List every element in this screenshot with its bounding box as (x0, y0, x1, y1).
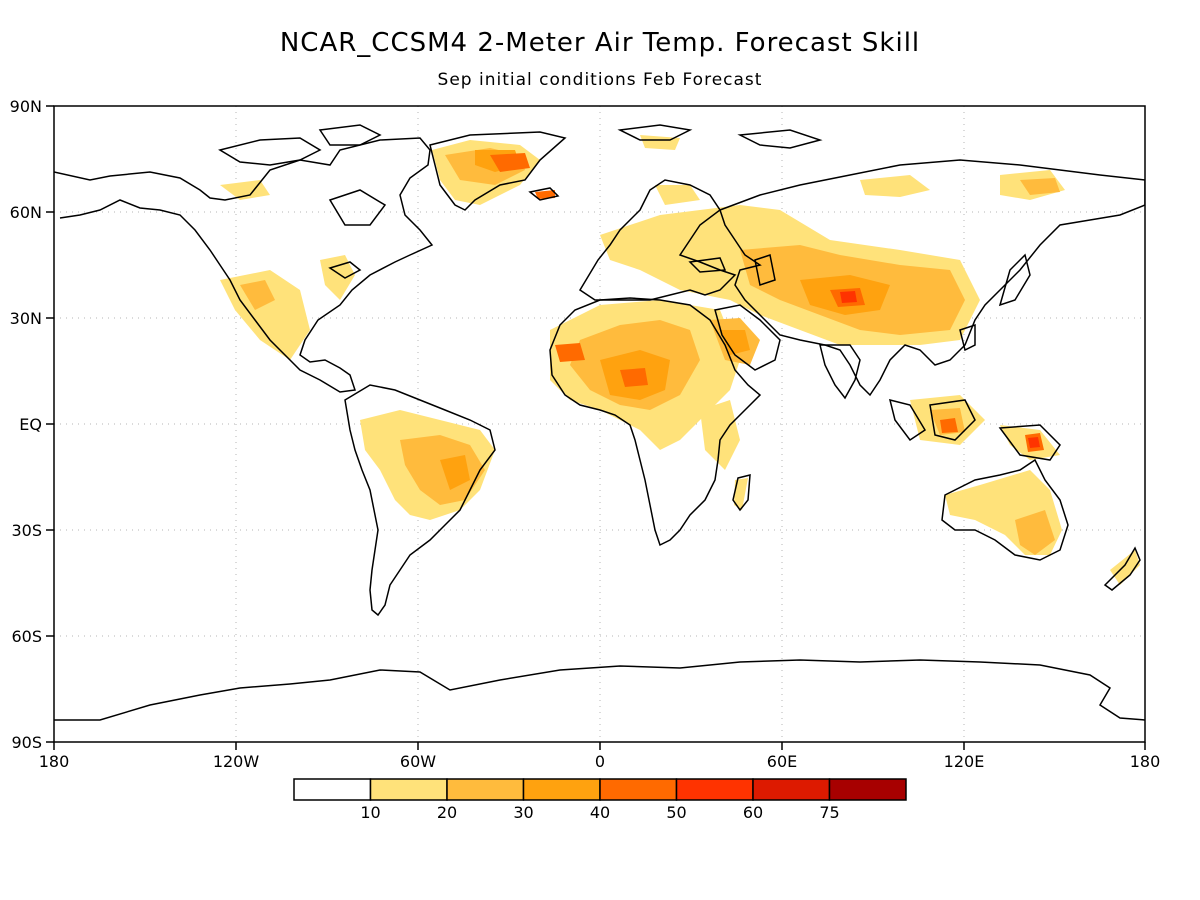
skill-shading (220, 135, 1140, 585)
colorbar-label: 20 (437, 803, 457, 822)
colorbar-swatch (599, 778, 678, 801)
lat-label: EQ (19, 415, 42, 434)
lon-label: 180 (39, 752, 70, 771)
lat-label: 90S (11, 733, 42, 752)
colorbar-swatch (369, 778, 448, 801)
lon-label: 60W (400, 752, 436, 771)
lat-label: 60S (11, 627, 42, 646)
tick-marks (46, 105, 1146, 750)
colorbar-label: 30 (513, 803, 533, 822)
colorbar-label: 50 (666, 803, 686, 822)
colorbar-swatch (828, 778, 907, 801)
colorbar-swatch (522, 778, 601, 801)
colorbar-swatch (675, 778, 754, 801)
lat-label: 30N (10, 309, 42, 328)
colorbar-label: 60 (743, 803, 763, 822)
colorbar-swatch (752, 778, 831, 801)
map-title: NCAR_CCSM4 2-Meter Air Temp. Forecast Sk… (279, 28, 921, 58)
gridlines (54, 106, 1145, 742)
colorbar-swatch (293, 778, 372, 801)
longitude-labels: 180 120W 60W 0 60E 120E 180 (39, 752, 1161, 771)
lon-label: 0 (595, 752, 605, 771)
lon-label: 60E (767, 752, 797, 771)
lat-label: 90N (10, 97, 42, 116)
lon-label: 120W (213, 752, 260, 771)
coastlines (54, 124, 1145, 721)
lat-label: 30S (11, 521, 42, 540)
colorbar-swatch (446, 778, 525, 801)
colorbar-label: 75 (819, 803, 839, 822)
colorbar: 10 20 30 40 50 60 75 (293, 778, 907, 822)
map-subtitle: Sep initial conditions Feb Forecast (437, 70, 763, 90)
lat-label: 60N (10, 203, 42, 222)
latitude-labels: 90N 60N 30N EQ 30S 60S 90S (10, 97, 42, 752)
lon-label: 120E (944, 752, 985, 771)
colorbar-label: 10 (360, 803, 380, 822)
colorbar-label: 40 (590, 803, 610, 822)
lon-label: 180 (1130, 752, 1161, 771)
